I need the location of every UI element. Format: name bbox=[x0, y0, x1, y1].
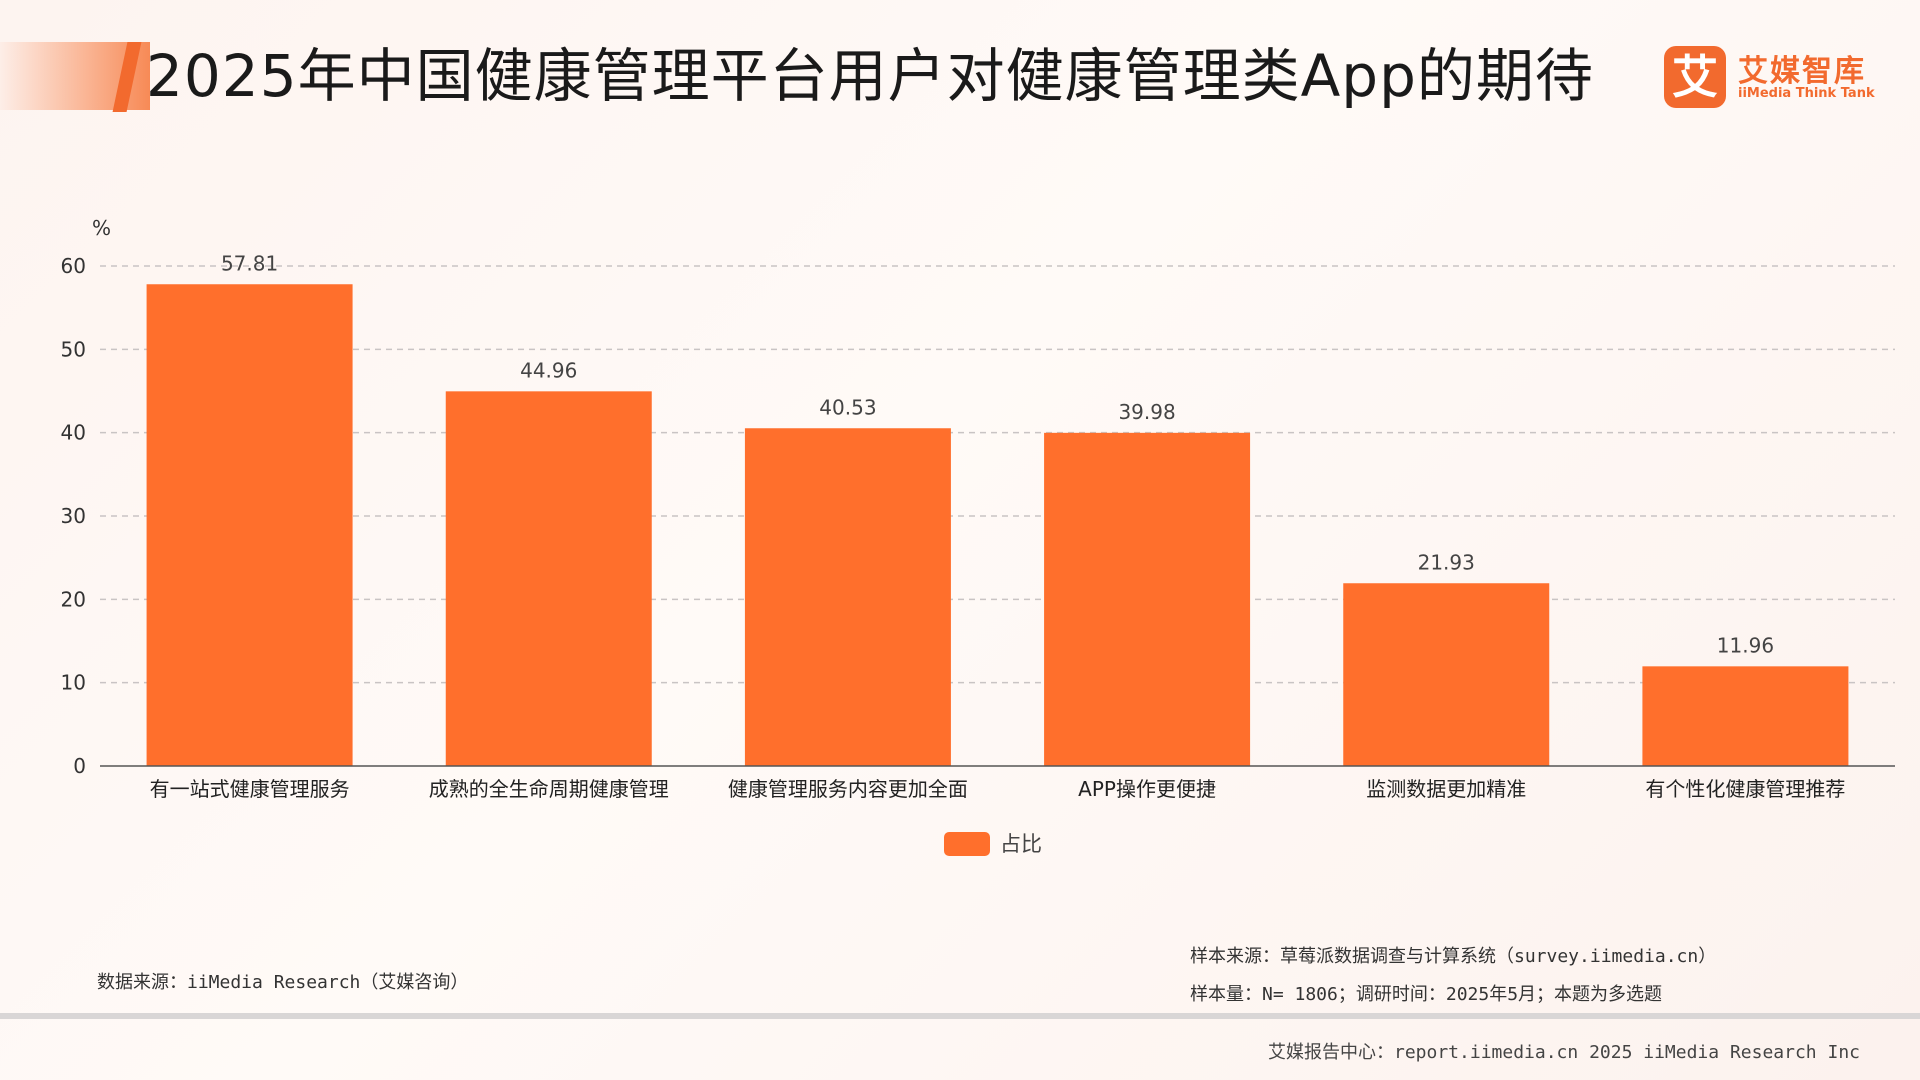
x-category-label: 健康管理服务内容更加全面 bbox=[728, 777, 968, 801]
report-center-note: 艾媒报告中心：report.iimedia.cn 2025 iiMedia Re… bbox=[1268, 1042, 1860, 1063]
y-tick-label: 20 bbox=[61, 587, 86, 611]
x-category-label: 有一站式健康管理服务 bbox=[150, 777, 350, 801]
y-tick-label: 60 bbox=[61, 254, 86, 278]
y-tick-label: 40 bbox=[61, 421, 86, 445]
x-category-label: 成熟的全生命周期健康管理 bbox=[429, 777, 669, 801]
logo-name-en: iiMedia Think Tank bbox=[1738, 86, 1875, 101]
data-source-note: 数据来源：iiMedia Research（艾媒咨询） bbox=[97, 972, 469, 993]
bar-value-label: 44.96 bbox=[520, 358, 577, 382]
y-tick-label: 0 bbox=[73, 754, 86, 778]
y-tick-label: 50 bbox=[61, 337, 86, 361]
y-tick-label: 30 bbox=[61, 504, 86, 528]
bar bbox=[1343, 583, 1550, 766]
bar bbox=[1642, 666, 1849, 766]
bar bbox=[1044, 432, 1251, 766]
x-category-label: APP操作更便捷 bbox=[1078, 777, 1216, 801]
bar-value-label: 21.93 bbox=[1418, 550, 1475, 574]
footer-divider bbox=[0, 1013, 1920, 1019]
sample-source-note: 样本来源：草莓派数据调查与计算系统（survey.iimedia.cn） bbox=[1190, 946, 1717, 967]
bar-value-label: 39.98 bbox=[1118, 400, 1175, 424]
logo-mark-icon: 艾 bbox=[1664, 46, 1726, 108]
x-category-label: 监测数据更加精准 bbox=[1366, 777, 1526, 801]
page-title: 2025年中国健康管理平台用户对健康管理类App的期待 bbox=[146, 42, 1594, 110]
iimedia-logo: 艾 艾媒智库 iiMedia Think Tank bbox=[1664, 44, 1875, 110]
bar bbox=[445, 391, 652, 766]
sample-size-note: 样本量：N= 1806；调研时间：2025年5月；本题为多选题 bbox=[1190, 984, 1663, 1005]
bar-value-label: 57.81 bbox=[221, 251, 278, 275]
bar bbox=[146, 284, 353, 766]
x-category-label: 有个性化健康管理推荐 bbox=[1645, 777, 1845, 801]
y-tick-label: 10 bbox=[61, 671, 86, 695]
y-axis-unit-label: % bbox=[92, 216, 111, 240]
bar bbox=[744, 428, 951, 766]
legend-swatch bbox=[944, 832, 990, 856]
logo-name-cn: 艾媒智库 bbox=[1738, 54, 1866, 89]
legend-label: 占比 bbox=[1000, 832, 1042, 856]
bar-value-label: 11.96 bbox=[1717, 633, 1774, 657]
bar-value-label: 40.53 bbox=[819, 395, 876, 419]
